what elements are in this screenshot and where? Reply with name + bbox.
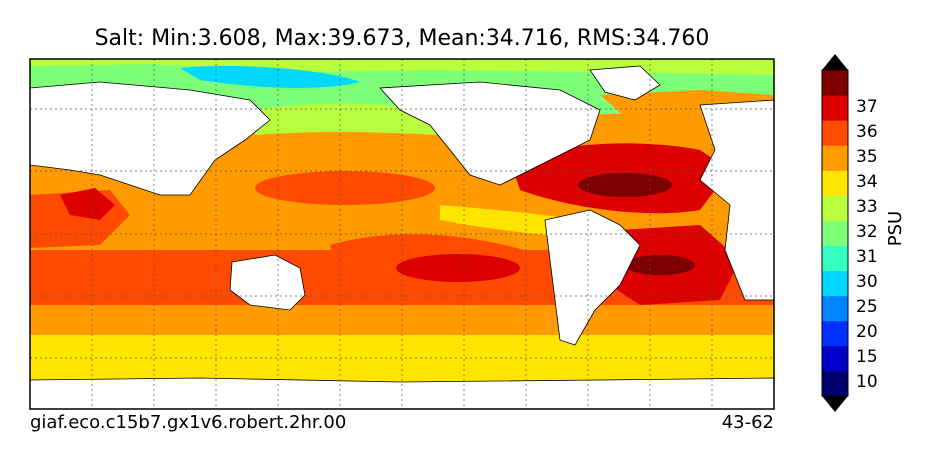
colorbar-tick-label: 36 [856, 121, 878, 142]
colorbar-tick-label: 25 [856, 297, 878, 318]
colorbar-swatch [822, 170, 848, 196]
map-title: Salt: Min:3.608, Max:39.673, Mean:34.716… [94, 26, 710, 51]
north-america-land [379, 81, 601, 186]
south-atlantic-high [625, 255, 695, 275]
colorbar-tick-label: 33 [856, 196, 878, 217]
colorbar-swatch [822, 295, 848, 322]
colorbar-swatch [822, 270, 848, 297]
colorbar-swatch [822, 70, 848, 96]
greenland-land [589, 65, 661, 101]
colorbar-swatch [822, 345, 848, 372]
colorbar-tick-label: 32 [856, 222, 878, 242]
colorbar-swatch [822, 220, 848, 247]
colorbar-swatch [822, 370, 848, 397]
north-atlantic-high [578, 173, 672, 197]
colorbar-swatch [822, 245, 848, 272]
run-name: giaf.eco.c15b7.gx1v6.robert.2hr.00 [30, 412, 347, 433]
south-pacific-high [396, 254, 520, 282]
colorbar-tick-label: 34 [856, 171, 878, 192]
north-pacific-high [255, 171, 435, 205]
colorbar-tick-label: 15 [856, 347, 878, 368]
graticule [30, 59, 774, 409]
year-range: 43-62 [721, 412, 774, 433]
colorbar-swatch [822, 120, 848, 146]
colorbar-swatch [822, 320, 848, 347]
arabian-sea [60, 188, 115, 220]
colorbar-max-arrow [822, 54, 848, 70]
map-frame [29, 58, 775, 410]
colorbar-frame [821, 69, 849, 397]
colorbar-swatch [822, 145, 848, 171]
colorbar-tick-label: 10 [856, 372, 878, 393]
colorbar-tick-label: 30 [856, 272, 878, 293]
colorbar-label: PSU [885, 210, 907, 247]
arctic-fresh [180, 65, 360, 88]
colorbar-tick-label: 35 [856, 146, 878, 167]
colorbar-min-arrow [822, 396, 848, 412]
europe-africa-land [699, 99, 774, 301]
colorbar-tick-label: 20 [856, 322, 878, 343]
colorbar-tick-label: 37 [856, 96, 878, 117]
north-pacific-fresh [255, 103, 440, 135]
colorbar-swatch [822, 95, 848, 121]
colorbar-swatch [822, 195, 848, 221]
colorbar-tick-label: 31 [856, 247, 878, 268]
south-america-land [544, 209, 641, 346]
